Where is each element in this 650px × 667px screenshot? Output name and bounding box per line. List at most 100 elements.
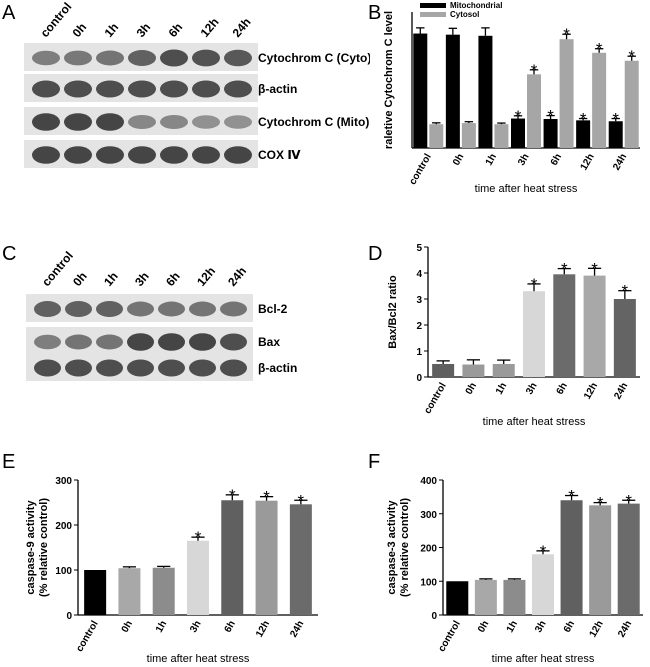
bar-control [432, 364, 455, 377]
bar-1h [152, 567, 175, 615]
blot-band [160, 49, 188, 67]
blot-band [128, 115, 156, 129]
significance-asterisk: * [622, 282, 629, 301]
x-tick-label-3h: 3h [516, 152, 531, 168]
blot-band [34, 359, 61, 377]
blot-band [192, 115, 220, 129]
blot-band [158, 333, 185, 351]
x-tick-label-control: control [422, 381, 449, 416]
legend-entry-mitochondrial: Mitochondrial [450, 1, 502, 10]
bar-6h [221, 500, 244, 615]
blot-band [160, 146, 188, 164]
blot-band [192, 80, 220, 98]
blot-band [96, 146, 124, 164]
significance-asterisk: * [597, 494, 604, 513]
x-tick-label-3h: 3h [524, 381, 539, 397]
bar-3h [187, 540, 209, 615]
x-tick-label-24h: 24h [288, 619, 306, 639]
chart-f-caspase-3: 0 100 200 300 400 control 0h 1h 3h * 6h * 12h * 24h * ca… [386, 476, 643, 665]
significance-asterisk: * [195, 528, 202, 547]
bar-24h-cytosol [624, 60, 639, 148]
x-tick-label-control: control [74, 619, 101, 654]
lane-label-6h: 6h [166, 20, 186, 40]
bar-0h [462, 364, 485, 377]
y-tick-label: 200 [420, 544, 437, 555]
blot-band [128, 146, 156, 164]
bar-0h-cytosol [461, 123, 476, 148]
panel-letter-a: A [2, 2, 16, 24]
blot-band [160, 80, 188, 98]
blot-label-actin: β-actin [258, 82, 297, 96]
significance-asterisk: * [580, 110, 587, 129]
blot-label-cox: COX Ⅳ [258, 148, 301, 162]
blot-band [158, 301, 185, 317]
blot-band [64, 146, 92, 164]
bar-3h-cytosol [527, 74, 541, 148]
blot-label-actin: β-actin [258, 361, 297, 375]
y-tick-label: 0 [431, 611, 437, 622]
bar-control [446, 581, 469, 615]
y-tick-label: 300 [55, 476, 72, 487]
blot-label-bax: Bax [258, 335, 280, 349]
x-tick-label-6h: 6h [555, 381, 570, 397]
chart-d-bax-bcl2: 0 1 2 3 4 5 control 0h 1h 3h * 6h * 12h * 24h * Bax/Bcl2 … [387, 243, 640, 428]
y-tick-label: 100 [55, 566, 72, 577]
y-axis-label: raletive Cytochrom C level [383, 11, 395, 149]
x-tick-label-6h: 6h [562, 619, 577, 635]
y-tick-label: 3 [416, 295, 422, 306]
x-tick-label-24h: 24h [611, 152, 629, 172]
bar-1h [492, 364, 515, 377]
bar-6h [560, 500, 583, 615]
x-tick-label-6h: 6h [549, 152, 564, 168]
bar-12h [583, 275, 606, 377]
significance-asterisk: * [531, 275, 538, 294]
bar-24h [613, 299, 636, 377]
significance-asterisk: * [568, 487, 575, 506]
bar-6h-mitochondrial [543, 118, 558, 148]
lane-label-24h: 24h [225, 264, 249, 289]
blot-band [64, 80, 92, 98]
bar-12h-cytosol [592, 52, 607, 148]
x-axis-label: time after heat stress [475, 183, 578, 195]
blot-band [32, 80, 60, 98]
x-axis-label: time after heat stress [492, 653, 595, 665]
x-tick-label-12h: 12h [582, 381, 600, 401]
blot-band [65, 300, 92, 318]
x-tick-label-24h: 24h [616, 619, 634, 639]
x-tick-label-0h: 0h [120, 619, 135, 635]
bar-12h [589, 505, 612, 615]
blot-band [224, 80, 252, 98]
significance-asterisk: * [547, 107, 554, 126]
x-tick-label-1h: 1h [505, 619, 520, 635]
x-tick-label-control: control [407, 152, 434, 187]
x-tick-label-3h: 3h [533, 619, 548, 635]
bar-3h-mitochondrial [511, 118, 525, 148]
lane-label-12h: 12h [198, 15, 222, 40]
y-axis-label: caspase-9 activity [25, 500, 37, 595]
lane-label-1h: 1h [102, 20, 122, 40]
bar-3h [523, 291, 545, 377]
x-tick-label-1h: 1h [494, 381, 509, 397]
chart-e-caspase-9: 0 100 200 300 control 0h 1h 3h * 6h * 12h * 24h * caspa… [25, 476, 318, 665]
y-tick-label: 2 [416, 321, 422, 332]
blot-band [224, 49, 252, 67]
legend-swatch-cytosol [420, 12, 446, 17]
y-axis-label: caspase-3 activity [386, 500, 398, 595]
blot-band [127, 359, 154, 377]
significance-asterisk: * [263, 488, 270, 507]
blot-band [189, 359, 216, 377]
blot-band [96, 50, 124, 66]
blot-band [128, 80, 156, 98]
blot-band [192, 146, 220, 164]
bar-1h [503, 579, 526, 615]
significance-asterisk: * [596, 40, 603, 59]
bar-control [84, 570, 107, 615]
blot-band [224, 146, 252, 164]
bar-0h [474, 579, 497, 615]
x-tick-label-12h: 12h [588, 619, 606, 639]
significance-asterisk: * [229, 486, 236, 505]
bar-12h [255, 500, 278, 615]
blot-band [96, 300, 123, 318]
